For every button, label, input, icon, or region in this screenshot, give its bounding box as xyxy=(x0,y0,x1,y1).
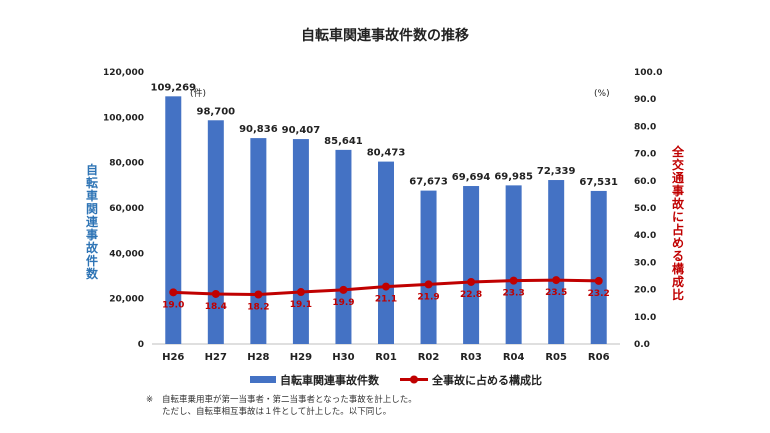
bar-value-label: 109,269 xyxy=(150,82,196,93)
rate-point xyxy=(169,288,178,297)
bar xyxy=(207,120,224,344)
bar-value-label: 67,531 xyxy=(579,177,618,188)
category-label: H29 xyxy=(290,352,312,363)
rate-point xyxy=(296,288,305,297)
right-tick-label: 100.0 xyxy=(634,68,662,78)
bar xyxy=(292,139,309,344)
rate-point xyxy=(424,280,433,289)
rate-point xyxy=(339,285,348,294)
category-label: H26 xyxy=(162,352,184,363)
right-tick-label: 0.0 xyxy=(634,340,650,350)
rate-value-label: 19.1 xyxy=(290,300,312,310)
left-tick-label: 80,000 xyxy=(109,159,144,169)
right-tick-label: 80.0 xyxy=(634,122,656,132)
rate-value-label: 21.1 xyxy=(375,295,397,305)
right-tick-label: 90.0 xyxy=(634,95,656,105)
right-tick-label: 70.0 xyxy=(634,150,656,160)
rate-point xyxy=(594,276,603,285)
bar xyxy=(378,161,394,344)
bar-value-label: 69,985 xyxy=(494,171,533,182)
rate-value-label: 19.9 xyxy=(332,298,354,308)
bar xyxy=(505,185,522,344)
bar-value-label: 90,836 xyxy=(239,124,278,135)
right-tick-label: 30.0 xyxy=(634,258,656,268)
left-tick-label: 40,000 xyxy=(109,249,144,259)
rate-value-label: 22.8 xyxy=(460,290,482,300)
rate-value-label: 23.5 xyxy=(545,288,567,298)
rate-value-label: 19.0 xyxy=(162,300,184,310)
rate-point xyxy=(509,276,518,285)
rate-point xyxy=(254,290,263,299)
rate-labels: 19.0 18.4 18.2 19.1 19.9 21.1 21.9 22.8 23.3 23.5… xyxy=(162,288,610,312)
category-label: R03 xyxy=(460,352,482,363)
bar-value-label: 67,673 xyxy=(409,177,448,188)
footnote-line-2: ただし、自転車相互事故は１件として計上した。以下同じ。 xyxy=(162,407,392,417)
bar-value-label: 72,339 xyxy=(537,166,576,177)
left-tick-label: 120,000 xyxy=(103,68,144,78)
right-unit: (%) xyxy=(594,89,610,99)
rate-value-label: 23.3 xyxy=(503,289,525,299)
rate-point xyxy=(382,282,390,291)
left-unit: (件) xyxy=(190,87,206,99)
bar-value-label: 85,641 xyxy=(324,136,363,147)
rate-value-label: 21.9 xyxy=(417,292,439,302)
left-tick-label: 60,000 xyxy=(109,204,144,214)
bar xyxy=(250,138,267,344)
legend-line-marker xyxy=(410,375,418,384)
bar xyxy=(165,96,182,344)
category-label: H30 xyxy=(332,352,354,363)
bar xyxy=(590,190,607,344)
rate-point xyxy=(552,276,561,285)
left-tick-label: 0 xyxy=(138,340,144,350)
rate-point xyxy=(211,289,220,298)
category-label: R06 xyxy=(588,352,610,363)
right-tick-label: 20.0 xyxy=(634,286,656,296)
rate-value-label: 23.2 xyxy=(588,289,610,299)
bar-value-label: 90,407 xyxy=(282,125,321,136)
right-tick-label: 50.0 xyxy=(634,204,656,214)
left-tick-label: 100,000 xyxy=(103,113,144,123)
legend-line-text: 全事故に占める構成比 xyxy=(431,373,542,387)
bar xyxy=(335,149,352,344)
footnote: ※ 自転車乗用車が第一当事者・第二当事者となった事故を計上した。 ただし、自転車相… xyxy=(146,394,417,418)
legend-bar-text: 自転車関連事故件数 xyxy=(280,373,380,387)
category-label: H27 xyxy=(205,352,227,363)
category-label: H28 xyxy=(247,352,269,363)
category-label: R05 xyxy=(545,352,567,363)
category-label: R01 xyxy=(375,352,397,363)
bar-value-label: 98,700 xyxy=(197,106,236,117)
bars xyxy=(165,96,607,344)
legend-bar-swatch xyxy=(250,376,276,383)
rate-line xyxy=(169,276,603,299)
bar xyxy=(463,186,480,344)
rate-point xyxy=(467,277,476,286)
category-label: R04 xyxy=(503,352,525,363)
rate-value-label: 18.4 xyxy=(205,302,227,312)
category-label: R02 xyxy=(418,352,440,363)
right-axis-label: 全交通事故に占める構成比 xyxy=(671,144,685,302)
category-labels: H26 H27 H28 H29 H30 R01 R02 R03 R04 R05 R06 xyxy=(162,352,609,363)
bar xyxy=(548,180,565,344)
rate-value-label: 18.2 xyxy=(247,302,269,312)
footnote-line-1: 自転車乗用車が第一当事者・第二当事者となった事故を計上した。 xyxy=(162,395,417,405)
footnote-mark: ※ xyxy=(146,395,154,405)
left-tick-label: 20,000 xyxy=(109,295,144,305)
axes: 0 20,000 40,000 60,000 80,000 100,000 120,000 0… xyxy=(103,68,662,350)
right-tick-label: 60.0 xyxy=(634,177,656,187)
chart-title: 自転車関連事故件数の推移 xyxy=(301,27,469,44)
legend: 自転車関連事故件数 全事故に占める構成比 xyxy=(250,373,542,387)
bar xyxy=(420,190,437,344)
right-tick-label: 40.0 xyxy=(634,231,656,241)
bar-value-label: 80,473 xyxy=(367,148,406,159)
right-tick-label: 10.0 xyxy=(634,313,656,323)
left-axis-label: 自転車関連事故件数 xyxy=(86,162,99,281)
bar-value-label: 69,694 xyxy=(452,172,491,183)
